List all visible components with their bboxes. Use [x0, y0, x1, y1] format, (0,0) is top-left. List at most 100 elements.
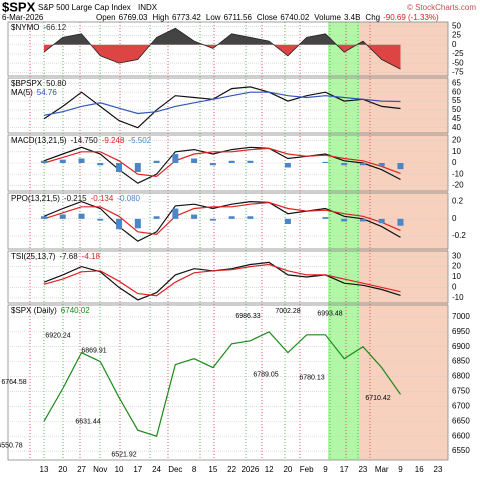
field-label: High	[153, 13, 169, 22]
price-annotation: 6631.44	[75, 419, 100, 426]
y-tick-label: 45	[452, 114, 461, 123]
y-tick-label: 55	[452, 96, 461, 105]
legend-name: $BPSPX	[11, 79, 43, 88]
histogram-bar	[97, 218, 104, 221]
field-label: Close	[257, 13, 278, 22]
panel-frame	[7, 192, 449, 250]
x-tick-label: 13	[40, 465, 49, 474]
histogram-bar	[322, 161, 329, 163]
histogram-bar	[209, 163, 216, 166]
histogram-bar	[359, 218, 366, 222]
area-line	[43, 27, 401, 70]
y-tick-label: 0	[452, 40, 457, 49]
histogram-bar	[284, 218, 291, 225]
y-tick-label: 40	[452, 123, 461, 132]
histogram-bar	[191, 214, 198, 219]
legend-name: PPO(13,21,5)	[11, 194, 60, 203]
panel-frame	[7, 77, 449, 134]
legend-value: -9.248	[102, 136, 125, 145]
histogram-bar	[397, 163, 404, 170]
field-value: 6740.02	[280, 13, 309, 22]
x-tick-label: 20	[283, 465, 292, 474]
y-tick-label: 6800	[452, 372, 470, 381]
y-tick-label: 50	[452, 105, 461, 114]
legend-name: TSI(25,13,7)	[11, 252, 56, 261]
histogram-bar	[41, 216, 47, 219]
legend-value: -0.134	[91, 194, 114, 203]
y-tick-label: 6850	[452, 357, 470, 366]
price-annotation: 6986.33	[235, 313, 260, 320]
legend: TSI(25,13,7) -7.68 -4.18	[11, 252, 100, 261]
legend-value: -14.750	[71, 136, 99, 145]
y-tick-label: 7000	[452, 312, 470, 321]
header-fields: Open 6769.03 High 6773.42 Low 6711.56 Close 674…	[96, 13, 439, 22]
y-tick-label: -20	[452, 181, 464, 190]
series-line	[43, 263, 401, 297]
histogram-bar	[378, 218, 385, 224]
legend-name: $NYMO	[11, 23, 39, 32]
legend-value: -4.18	[82, 252, 101, 261]
series-line	[43, 86, 401, 129]
y-tick-label: 10	[452, 147, 461, 156]
highlight-salmon	[360, 22, 448, 460]
histogram-bar	[378, 163, 385, 167]
x-tick-label: 23	[358, 465, 367, 474]
histogram-bar	[397, 218, 404, 226]
histogram-bar	[322, 217, 329, 219]
histogram-bar	[134, 163, 141, 172]
y-tick-label: 6750	[452, 387, 470, 396]
legend-name: MA(5)	[11, 88, 33, 97]
y-tick-label: 20	[452, 136, 461, 145]
y-tick-label: 6900	[452, 342, 470, 351]
price-annotation: 6869.91	[81, 348, 106, 355]
y-tick-label: -75	[452, 67, 464, 76]
x-tick-label: 8	[192, 465, 197, 474]
field-value: 6711.56	[224, 13, 253, 22]
histogram-bar	[97, 163, 104, 166]
y-tick-label: 60	[452, 87, 461, 96]
y-tick-label: 0.2	[452, 197, 464, 206]
histogram-bar	[134, 218, 141, 229]
legend-value: 6740.02	[61, 306, 90, 315]
series-line	[43, 201, 401, 236]
area-positive	[44, 28, 401, 45]
x-tick-label: 16	[415, 465, 424, 474]
price-annotation: 6710.42	[365, 395, 390, 402]
y-tick-label: 6650	[452, 416, 470, 425]
y-tick-label: -10	[452, 293, 464, 302]
index-name: S&P 500 Large Cap Index	[38, 3, 131, 12]
legend-value: -0.215	[64, 194, 87, 203]
x-tick-label: Nov	[93, 465, 107, 474]
symbol: $SPX	[2, 0, 36, 14]
y-tick-label: 6950	[452, 327, 470, 336]
legend-value: -7.68	[59, 252, 78, 261]
histogram-bar	[228, 160, 235, 163]
histogram-bar	[116, 163, 123, 172]
x-tick-label: 22	[227, 465, 236, 474]
series-line	[43, 91, 401, 116]
y-tick-label: 0	[452, 283, 457, 292]
price-annotation: 6550.78	[0, 443, 23, 450]
legend-name: $SPX (Daily)	[11, 306, 57, 315]
y-tick-label: -25	[452, 49, 464, 58]
x-tick-label: 9	[398, 465, 403, 474]
legend-value: -5.502	[128, 136, 151, 145]
exchange: INDX	[138, 3, 158, 12]
legend-name: MACD(13,21,5)	[11, 136, 67, 145]
field-label: Volume	[314, 13, 341, 22]
legend: $NYMO -66.12	[11, 23, 67, 32]
field-label: Chg	[365, 13, 380, 22]
y-tick-label: 50	[452, 22, 461, 31]
x-tick-label: 2026	[241, 465, 259, 474]
field-label: Low	[206, 13, 221, 22]
x-tick-label: Dec	[168, 465, 182, 474]
y-tick-label: 20	[452, 262, 461, 271]
histogram-bar	[78, 158, 85, 163]
y-tick-label: 6600	[452, 431, 470, 440]
y-tick-label: 10	[452, 272, 461, 281]
y-tick-label: 0	[452, 158, 457, 167]
price-annotation: 6764.58	[1, 379, 26, 386]
series-line	[43, 147, 401, 178]
histogram-bar	[209, 218, 216, 221]
y-tick-label: 0	[452, 214, 457, 223]
